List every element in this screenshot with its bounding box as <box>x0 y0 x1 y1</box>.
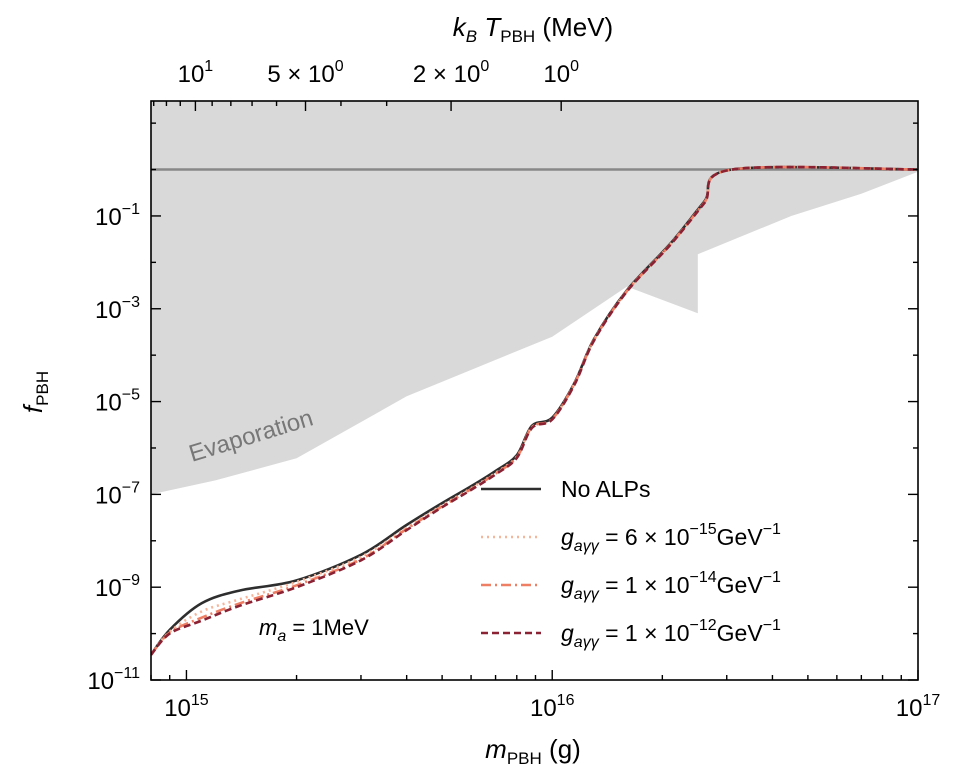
legend-label: gaγγ = 1 × 10−14GeV−1 <box>561 569 781 603</box>
legend: No ALPs gaγγ = 6 × 10−15GeV−1 gaγγ = 1 × 1… <box>481 476 781 651</box>
x-tick-label: 1015 <box>164 692 209 722</box>
series-line-1 <box>151 165 918 656</box>
top-tick-label: 101 <box>178 58 214 88</box>
series-layer <box>151 165 918 656</box>
x-tick-label: 1016 <box>530 692 575 722</box>
tick-layer: 1015 1016 1017 10−1 10−3 10−5 10−7 10−9 10−11 101… <box>87 58 940 722</box>
plot-frame <box>150 100 919 681</box>
series-line-3 <box>151 165 918 656</box>
y-axis-title: fPBH <box>18 371 52 413</box>
y-tick-label: 10−9 <box>95 572 140 602</box>
x-axis-title: mPBH (g) <box>485 734 581 768</box>
top-axis-title: kB TPBH (MeV) <box>453 12 613 46</box>
x-tick-label: 1017 <box>896 692 941 722</box>
legend-label: gaγγ = 6 × 10−15GeV−1 <box>561 521 781 555</box>
y-tick-label: 10−3 <box>95 294 140 324</box>
legend-label: gaγγ = 1 × 10−12GeV−1 <box>561 617 781 651</box>
y-tick-label: 10−7 <box>95 479 140 509</box>
y-tick-label: 10−11 <box>87 665 140 695</box>
evaporation-region <box>151 101 918 495</box>
mass-annotation: ma = 1MeV <box>259 615 369 645</box>
top-tick-label: 2 × 100 <box>413 58 489 88</box>
y-tick-label: 10−5 <box>95 387 140 417</box>
legend-label: No ALPs <box>561 476 651 502</box>
y-tick-label: 10−1 <box>95 201 140 231</box>
top-tick-label: 100 <box>543 58 579 88</box>
top-tick-label: 5 × 100 <box>267 58 343 88</box>
